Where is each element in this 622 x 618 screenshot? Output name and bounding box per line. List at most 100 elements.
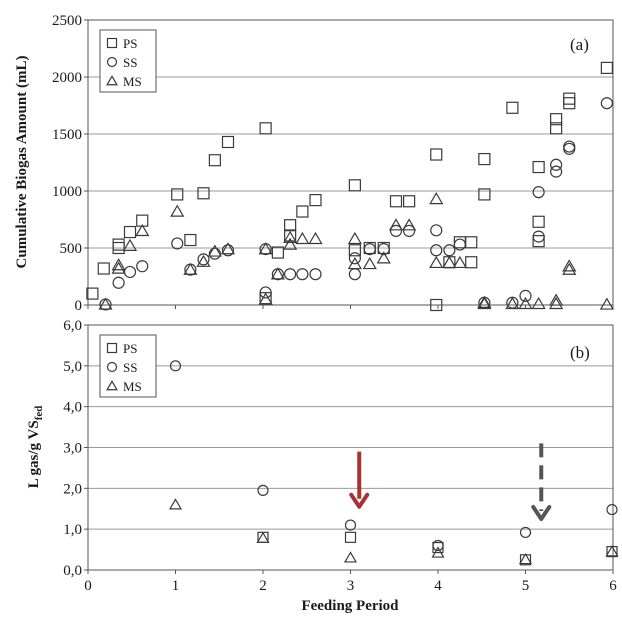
panel-b-y-axis-label: L gas/g VSfed xyxy=(26,406,45,489)
panel-a-point-ss xyxy=(443,244,456,257)
panel-b-arrows xyxy=(349,443,552,521)
panel-a-point-ms xyxy=(270,267,285,280)
panel-a-point-ss xyxy=(171,237,184,250)
panel-b-point-ss xyxy=(344,519,357,531)
panel-a-point-ms xyxy=(135,223,150,237)
panel-a-point-ps xyxy=(296,205,309,218)
panel-a-legend-marker-ms xyxy=(106,75,118,86)
panel-a-point-ss xyxy=(430,244,443,257)
panel-a-point-ps xyxy=(506,101,519,114)
panel-a-point-ps xyxy=(532,235,545,248)
panel-a-point-ms xyxy=(442,255,457,269)
panel-a-point-ms xyxy=(111,258,126,271)
panel-a-point-ss xyxy=(348,252,361,265)
panel-b-point-ms xyxy=(168,498,183,510)
panel-a-point-ss xyxy=(112,276,125,289)
panel-a-point-ss xyxy=(563,140,576,153)
panel-a-y-ticks: 0 500 1000 1500 2000 2500 xyxy=(52,13,614,314)
panel-b-x-tick-label: 0 xyxy=(84,578,92,594)
panel-b-arrow-solid-head xyxy=(349,492,370,509)
panel-a-point-ms xyxy=(196,254,211,267)
panel-b-x-tick-label: 2 xyxy=(259,578,267,594)
panel-a-y-tick-label: 1000 xyxy=(52,184,82,200)
panel-a-point-ps xyxy=(389,195,403,208)
panel-a-point-ps xyxy=(453,236,466,249)
panel-a-point-ps xyxy=(563,97,576,110)
panel-a-point-ss xyxy=(453,238,466,251)
panel-b-y-tick-label: 1,0 xyxy=(63,522,82,538)
panel-b-x-tick-label: 5 xyxy=(522,578,530,594)
panel-b-y-tick-label: 5,0 xyxy=(63,359,82,375)
panel-a-point-ss xyxy=(563,142,576,155)
panel-b-legend: PS SS MS xyxy=(99,334,157,398)
panel-a-y-tick-label: 2000 xyxy=(52,70,82,86)
panel-a-point-ps xyxy=(112,238,125,251)
panel-a-point-ps xyxy=(284,229,297,242)
panel-a-point-ss xyxy=(197,253,210,266)
panel-a-point-ss xyxy=(430,224,443,237)
panel-a-y-tick-label: 1500 xyxy=(52,127,82,143)
panel-b-y-axis-label-main: L gas/g VS xyxy=(26,420,42,488)
panel-b-y-axis-label-sub: fed xyxy=(33,406,45,421)
panel-b-arrow-dashed-head xyxy=(531,504,552,521)
panel-b-y-tick-label: 0,0 xyxy=(63,563,82,579)
panel-a-point-ms xyxy=(347,256,362,270)
panel-a-y-tick-label: 2500 xyxy=(52,13,82,29)
panel-a-point-ms xyxy=(452,255,467,269)
panel-b-point-ss xyxy=(606,503,618,516)
panel-a-legend-label-ss: SS xyxy=(123,55,137,70)
panel-a-point-ps xyxy=(309,194,322,207)
panel-a-y-tick-label: 500 xyxy=(60,241,83,257)
panel-b-legend-marker-ps xyxy=(106,342,118,354)
panel-a-point-ms xyxy=(283,230,298,243)
panel-a-point-ps xyxy=(550,113,563,126)
panel-a-point-ps xyxy=(430,298,443,312)
panel-a-point-ss xyxy=(123,265,137,279)
panel-a-point-ss xyxy=(296,268,309,281)
panel-a-point-ps xyxy=(563,92,576,105)
panel-a-point-ss xyxy=(532,186,545,199)
panel-a-point-ss xyxy=(208,247,221,260)
panel-a-point-ss xyxy=(221,244,235,257)
panel-b-x-ticks: 0 1 2 3 4 5 6 xyxy=(84,570,617,594)
panel-a-point-ps xyxy=(443,256,456,269)
panel-a-point-ss xyxy=(550,158,563,171)
panel-a-point-ps xyxy=(184,233,197,247)
panel-a-point-ss xyxy=(259,286,272,299)
panel-a-point-ms xyxy=(376,251,391,264)
panel-a-point-ms xyxy=(111,261,126,274)
panel-a-point-ms xyxy=(122,238,138,251)
panel-a-point-ss xyxy=(363,243,376,256)
panel-b-point-ss xyxy=(169,360,182,372)
panel-a-point-ps xyxy=(550,122,563,135)
panel-a-point-ss xyxy=(309,268,322,281)
panel-a-point-ms xyxy=(295,231,310,245)
panel-b-point-ms xyxy=(343,551,358,563)
panel-a-point-ms xyxy=(207,244,222,257)
panel-a-point-ms xyxy=(362,256,377,270)
panel-a-point-ps xyxy=(123,225,137,239)
panel-a-point-ms xyxy=(549,296,564,310)
panel-b-point-ms xyxy=(431,546,445,558)
panel-a-point-ss xyxy=(532,230,545,243)
panel-b-y-tick-label: 6,0 xyxy=(63,318,82,334)
panel-a-point-ms xyxy=(549,293,564,306)
panel-a-point-ps xyxy=(600,61,613,74)
panel-b-legend-label-ps: PS xyxy=(123,341,137,356)
panel-a-point-ss xyxy=(136,260,149,273)
panel-a-legend-label-ms: MS xyxy=(123,74,142,89)
panel-a-point-ps xyxy=(465,236,478,249)
panel-b-point-ps xyxy=(344,531,357,543)
panel-a-point-ms xyxy=(220,242,236,255)
panel-a-point-ms xyxy=(308,231,323,245)
panel-a-point-ms xyxy=(429,255,444,269)
panel-a-point-ms xyxy=(562,262,577,275)
panel-a-point-ps xyxy=(430,148,443,161)
panel-b-legend-label-ss: SS xyxy=(123,360,137,375)
panel-a-point-ms xyxy=(170,204,185,217)
panel-a-gridlines xyxy=(88,76,613,249)
panel-b-legend-marker-ms xyxy=(106,380,118,391)
panel-a-point-ms xyxy=(505,296,520,310)
panel-a-point-ps xyxy=(171,188,184,201)
